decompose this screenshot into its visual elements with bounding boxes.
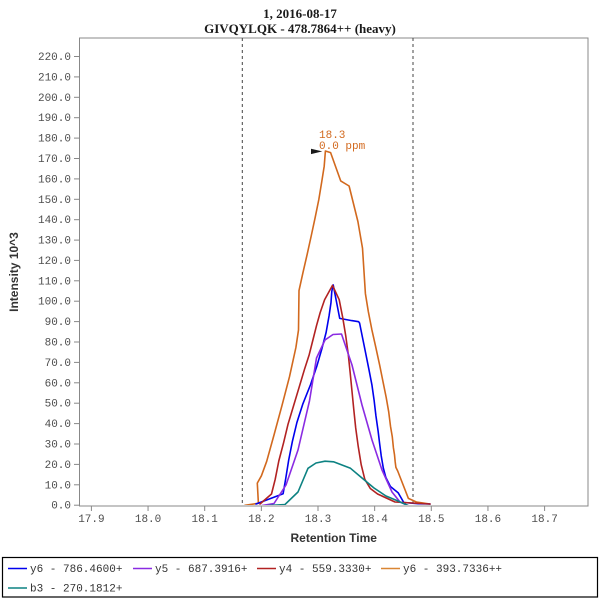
svg-text:18.3: 18.3 bbox=[305, 514, 331, 526]
svg-text:40.0: 40.0 bbox=[45, 419, 71, 431]
svg-text:150.0: 150.0 bbox=[38, 195, 71, 207]
svg-text:190.0: 190.0 bbox=[38, 113, 71, 125]
svg-text:b3 - 270.1812+: b3 - 270.1812+ bbox=[30, 584, 122, 596]
svg-text:110.0: 110.0 bbox=[38, 276, 71, 288]
svg-text:y6 - 786.4600+: y6 - 786.4600+ bbox=[30, 564, 122, 576]
svg-text:y5 - 687.3916+: y5 - 687.3916+ bbox=[155, 564, 247, 576]
svg-text:20.0: 20.0 bbox=[45, 460, 71, 472]
svg-text:210.0: 210.0 bbox=[38, 72, 71, 84]
svg-text:120.0: 120.0 bbox=[38, 256, 71, 268]
svg-text:18.1: 18.1 bbox=[191, 514, 218, 526]
svg-text:220.0: 220.0 bbox=[38, 52, 71, 64]
svg-text:90.0: 90.0 bbox=[45, 317, 71, 329]
svg-text:18.4: 18.4 bbox=[361, 514, 388, 526]
svg-text:Intensity 10^3: Intensity 10^3 bbox=[7, 232, 21, 312]
svg-text:50.0: 50.0 bbox=[45, 399, 71, 411]
svg-text:160.0: 160.0 bbox=[38, 174, 71, 186]
svg-text:130.0: 130.0 bbox=[38, 236, 71, 248]
svg-text:18.7: 18.7 bbox=[531, 514, 557, 526]
svg-text:170.0: 170.0 bbox=[38, 154, 71, 166]
svg-text:30.0: 30.0 bbox=[45, 440, 71, 452]
svg-text:60.0: 60.0 bbox=[45, 378, 71, 390]
svg-text:Retention Time: Retention Time bbox=[291, 531, 378, 545]
svg-text:18.0: 18.0 bbox=[135, 514, 161, 526]
svg-text:100.0: 100.0 bbox=[38, 297, 71, 309]
svg-text:70.0: 70.0 bbox=[45, 358, 71, 370]
svg-text:y6 - 393.7336++: y6 - 393.7336++ bbox=[403, 564, 502, 576]
svg-text:y4 - 559.3330+: y4 - 559.3330+ bbox=[279, 564, 371, 576]
svg-text:180.0: 180.0 bbox=[38, 134, 71, 146]
svg-text:18.6: 18.6 bbox=[475, 514, 501, 526]
svg-text:17.9: 17.9 bbox=[78, 514, 104, 526]
svg-text:140.0: 140.0 bbox=[38, 215, 71, 227]
svg-text:18.2: 18.2 bbox=[248, 514, 274, 526]
svg-text:80.0: 80.0 bbox=[45, 338, 71, 350]
svg-text:0.0 ppm: 0.0 ppm bbox=[319, 141, 366, 153]
svg-text:18.5: 18.5 bbox=[418, 514, 444, 526]
svg-text:10.0: 10.0 bbox=[45, 480, 71, 492]
svg-text:200.0: 200.0 bbox=[38, 93, 71, 105]
svg-text:0.0: 0.0 bbox=[51, 501, 71, 513]
